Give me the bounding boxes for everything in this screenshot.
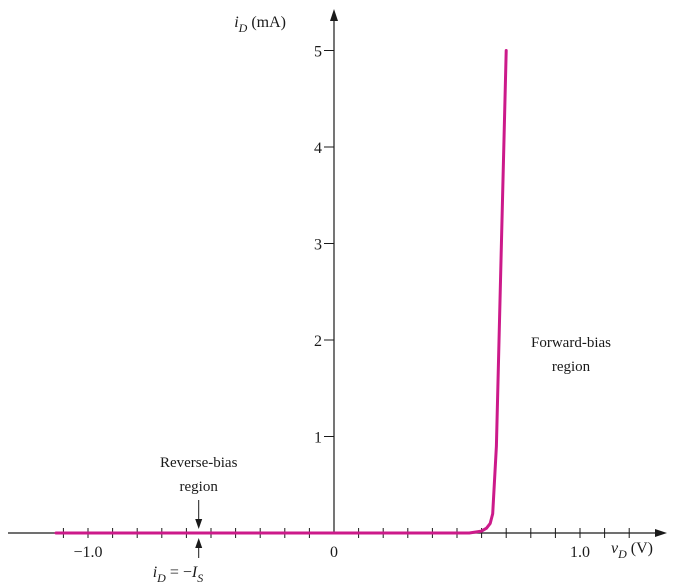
reverse-bias-annotation: Reverse-bias region iD = −IS [153,455,238,585]
y-tick-label: 4 [314,140,322,157]
x-tick-label: 0 [330,544,338,561]
forward-bias-line-1: Forward-bias [531,335,611,351]
y-ticks-group [324,50,334,437]
y-tick-labels-group: 1 2 3 4 5 [314,44,322,447]
is-label-I: I [191,564,198,581]
reverse-bias-line-2: region [180,479,219,495]
y-label-unit: (mA) [251,14,286,31]
y-label-sub: D [238,21,248,35]
y-tick-label: 1 [314,430,322,447]
is-label-d: D [156,571,166,585]
x-label-unit: (V) [631,540,653,557]
y-tick-label: 2 [314,333,322,350]
x-label-sub: D [617,547,627,561]
x-tick-label: −1.0 [73,544,102,561]
is-up-arrowhead [195,538,203,548]
y-axis-label: iD (mA) [234,14,286,35]
is-label: iD = −IS [153,564,204,585]
x-tick-labels-group: −1.0 0 1.0 [73,544,590,561]
forward-bias-line-2: region [552,359,591,375]
x-axis-label: vD (V) [611,540,653,561]
x-axis-arrowhead [655,529,667,537]
iv-curve-series-line [54,49,508,535]
forward-bias-annotation: Forward-bias region [531,335,611,375]
reverse-down-arrowhead [195,519,203,529]
y-tick-label: 5 [314,44,322,61]
y-tick-label: 3 [314,237,322,254]
y-axis-arrowhead [330,9,338,21]
is-label-s: S [197,571,203,585]
is-label-i: i [153,564,157,581]
is-label-eq: = − [166,564,192,581]
y-label-main: i [234,14,238,31]
axes-group [8,9,667,537]
x-tick-label: 1.0 [570,544,590,561]
reverse-bias-line-1: Reverse-bias [160,455,238,471]
x-label-main: v [611,540,619,557]
